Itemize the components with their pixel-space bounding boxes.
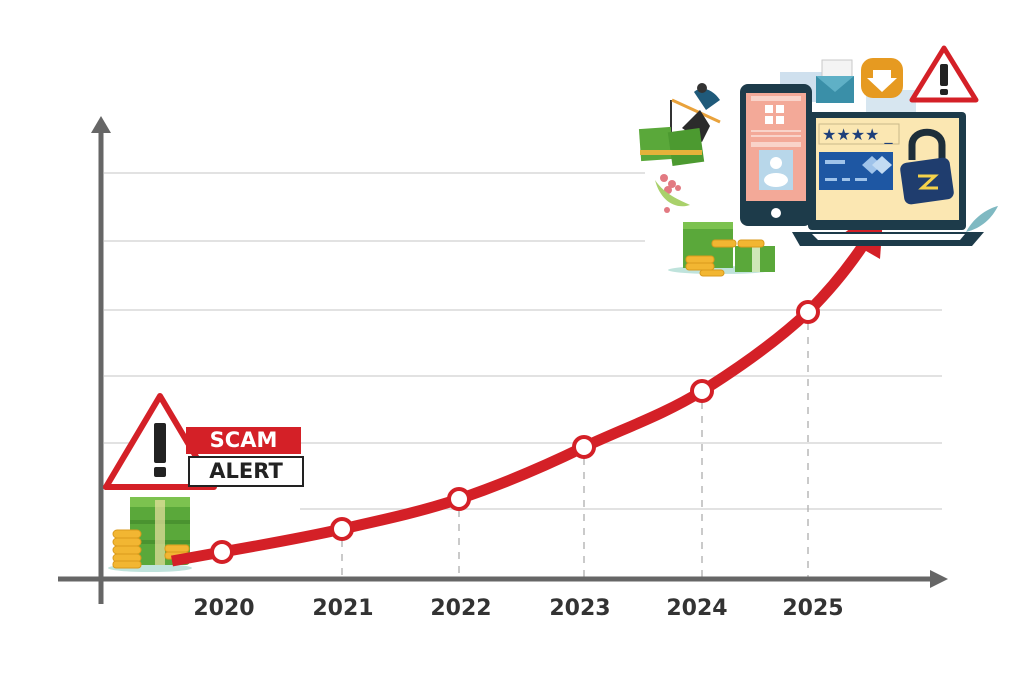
coins-icon <box>685 239 765 277</box>
y-axis <box>91 116 111 604</box>
envelope-icon <box>816 59 854 103</box>
hacker-icon <box>638 83 721 167</box>
point-2022 <box>447 487 471 511</box>
padlock-broken-icon <box>900 128 954 205</box>
point-2025 <box>796 300 820 324</box>
drop-lines <box>341 323 809 578</box>
trend-line <box>171 204 884 567</box>
x-tick-label-2022: 2022 <box>430 596 492 621</box>
point-2021 <box>330 517 354 541</box>
warning-triangle-icon <box>909 45 979 103</box>
alert-badge: ALERT <box>188 456 304 487</box>
point-2020 <box>210 540 234 564</box>
x-axis <box>58 570 948 588</box>
leaf-icon <box>966 206 998 232</box>
money-stack-icon <box>668 222 775 274</box>
phone-icon <box>740 84 812 226</box>
download-icon <box>861 58 903 98</box>
data-points <box>210 300 820 564</box>
point-2024 <box>690 379 714 403</box>
x-tick-label-2024: 2024 <box>666 596 728 621</box>
credit-card-icon <box>819 152 893 190</box>
x-tick-label-2025: 2025 <box>782 596 844 621</box>
falling-coins-icon <box>655 174 690 213</box>
point-2023 <box>572 435 596 459</box>
scam-badge: SCAM <box>186 427 301 454</box>
x-tick-label-2023: 2023 <box>549 596 611 621</box>
x-tick-label-2020: 2020 <box>193 596 255 621</box>
x-tick-label-2021: 2021 <box>312 596 374 621</box>
svg-text:★★★★ _: ★★★★ _ <box>822 125 893 145</box>
